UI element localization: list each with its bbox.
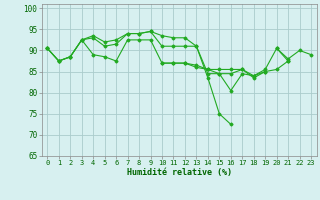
X-axis label: Humidité relative (%): Humidité relative (%): [127, 168, 232, 177]
